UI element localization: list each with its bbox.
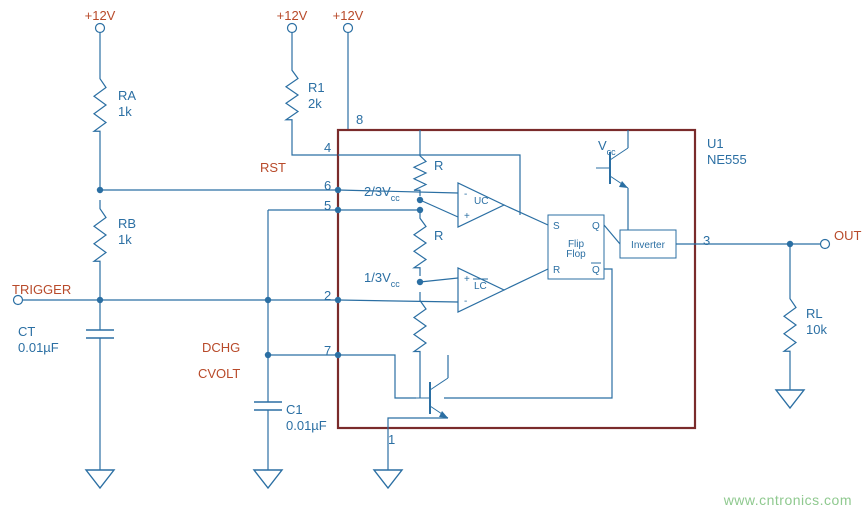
- rl-val: 10k: [806, 322, 827, 337]
- supply-right: +12V: [333, 8, 364, 23]
- uc-label: UC: [474, 196, 488, 207]
- svg-text:+: +: [464, 211, 470, 222]
- lc-label: LC: [474, 281, 487, 292]
- ff-qb: Q: [592, 265, 600, 276]
- pin-4: 4: [324, 140, 331, 155]
- r1-val: 2k: [308, 96, 322, 111]
- net-out: OUT: [834, 228, 862, 243]
- svg-text:-: -: [464, 296, 467, 307]
- ff-q: Q: [592, 221, 600, 232]
- ra-ref: RA: [118, 88, 136, 103]
- supply-left: +12V: [85, 8, 116, 23]
- pin-3: 3: [703, 233, 710, 248]
- ff-r: R: [553, 265, 560, 276]
- pin-2: 2: [324, 288, 331, 303]
- watermark-text: www.cntronics.com: [724, 492, 852, 508]
- net-cvolt: CVOLT: [198, 366, 240, 381]
- r1-ref: R1: [308, 80, 325, 95]
- supply-mid: +12V: [277, 8, 308, 23]
- r-int-mid: R: [434, 228, 443, 243]
- net-trigger: TRIGGER: [12, 282, 71, 297]
- ff-s: S: [553, 221, 560, 232]
- ct-ref: CT: [18, 324, 35, 339]
- vcc-label: Vcc: [598, 138, 616, 157]
- rb-ref: RB: [118, 216, 136, 231]
- chip-part: NE555: [707, 152, 747, 167]
- rb-val: 1k: [118, 232, 132, 247]
- two-thirds-vcc: 2/3Vcc: [364, 184, 400, 203]
- r-int-top: R: [434, 158, 443, 173]
- pin-8: 8: [356, 112, 363, 127]
- pin-1: 1: [388, 432, 395, 447]
- c1-val: 0.01µF: [286, 418, 327, 433]
- one-third-vcc: 1/3Vcc: [364, 270, 400, 289]
- net-rst: RST: [260, 160, 286, 175]
- ct-val: 0.01µF: [18, 340, 59, 355]
- pin-5: 5: [324, 198, 331, 213]
- chip-ref: U1: [707, 136, 724, 151]
- net-dchg: DCHG: [202, 340, 240, 355]
- rl-ref: RL: [806, 306, 823, 321]
- ra-val: 1k: [118, 104, 132, 119]
- pin-6: 6: [324, 178, 331, 193]
- c1-ref: C1: [286, 402, 303, 417]
- pin-7: 7: [324, 343, 331, 358]
- svg-text:+: +: [464, 274, 470, 285]
- ff-l2: Flop: [566, 249, 586, 260]
- inverter-label: Inverter: [631, 240, 666, 251]
- svg-text:-: -: [464, 189, 467, 200]
